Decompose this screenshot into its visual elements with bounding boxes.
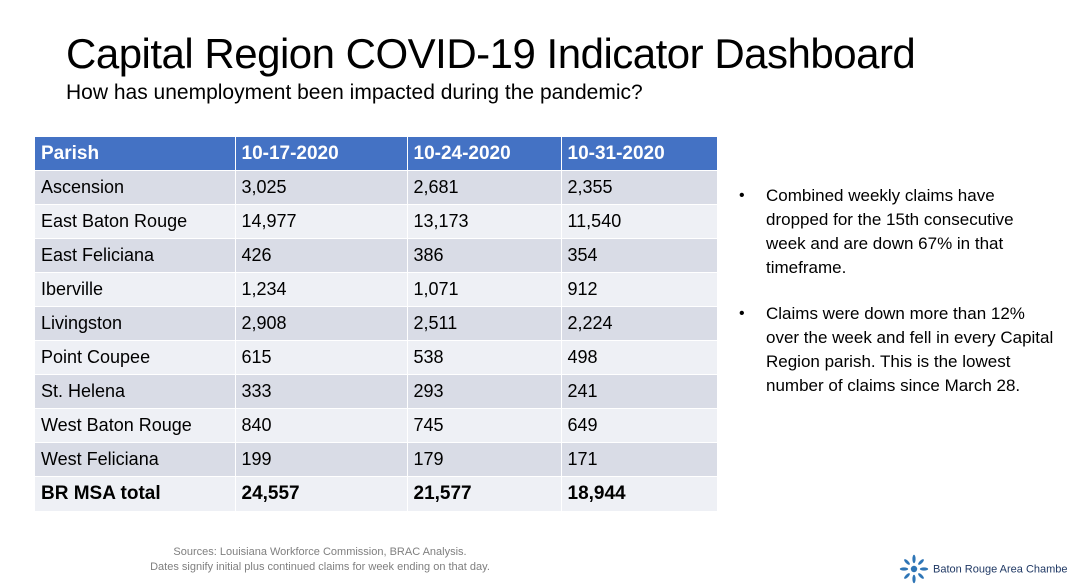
claims-value-cell: 1,234	[235, 272, 408, 307]
column-header-date: 10-31-2020	[561, 137, 717, 171]
claims-value-cell: 171	[561, 442, 717, 477]
logo-text: Baton Rouge Area Chamber®	[933, 563, 1068, 576]
claims-value-cell: 615	[235, 340, 408, 375]
brac-logo: Baton Rouge Area Chamber®	[898, 553, 1068, 585]
table-row: St. Helena 333 293 241	[35, 374, 717, 409]
bullet-item: • Combined weekly claims have dropped for…	[736, 184, 1056, 280]
parish-name-cell: Iberville	[35, 272, 236, 307]
claims-value-cell: 293	[407, 374, 562, 409]
logo-name: Baton Rouge Area Chamber	[933, 563, 1068, 576]
claims-value-cell: 426	[235, 238, 408, 273]
total-label-cell: BR MSA total	[35, 476, 236, 511]
total-value-cell: 24,557	[235, 476, 408, 511]
column-header-date: 10-17-2020	[235, 137, 408, 171]
claims-value-cell: 2,908	[235, 306, 408, 341]
bullet-text: Claims were down more than 12% over the …	[766, 304, 1054, 395]
claims-value-cell: 912	[561, 272, 717, 307]
total-value-cell: 21,577	[407, 476, 562, 511]
claims-value-cell: 14,977	[235, 204, 408, 239]
claims-value-cell: 179	[407, 442, 562, 477]
claims-value-cell: 241	[561, 374, 717, 409]
dates-note-line: Dates signify initial plus continued cla…	[150, 561, 490, 573]
sources-line: Sources: Louisiana Workforce Commission,…	[173, 546, 467, 558]
bullet-item: • Claims were down more than 12% over the…	[736, 302, 1056, 398]
column-header-parish: Parish	[35, 137, 236, 171]
parish-name-cell: Livingston	[35, 306, 236, 341]
table-row: Iberville 1,234 1,071 912	[35, 272, 717, 307]
table-row: West Baton Rouge 840 745 649	[35, 408, 717, 443]
table-row: West Feliciana 199 179 171	[35, 442, 717, 477]
column-header-date: 10-24-2020	[407, 137, 562, 171]
bullet-text: Combined weekly claims have dropped for …	[766, 186, 1014, 277]
claims-value-cell: 2,224	[561, 306, 717, 341]
claims-value-cell: 1,071	[407, 272, 562, 307]
claims-value-cell: 840	[235, 408, 408, 443]
parish-name-cell: East Feliciana	[35, 238, 236, 273]
claims-value-cell: 2,511	[407, 306, 562, 341]
table-row: East Feliciana 426 386 354	[35, 238, 717, 273]
table-row: Point Coupee 615 538 498	[35, 340, 717, 375]
claims-value-cell: 745	[407, 408, 562, 443]
starburst-logo-icon	[899, 554, 929, 584]
parish-name-cell: West Baton Rouge	[35, 408, 236, 443]
claims-value-cell: 649	[561, 408, 717, 443]
parish-name-cell: East Baton Rouge	[35, 204, 236, 239]
table-row: East Baton Rouge 14,977 13,173 11,540	[35, 204, 717, 239]
claims-value-cell: 2,681	[407, 170, 562, 205]
claims-value-cell: 333	[235, 374, 408, 409]
table-header-row: Parish 10-17-2020 10-24-2020 10-31-2020	[35, 137, 717, 171]
claims-value-cell: 11,540	[561, 204, 717, 239]
table-row: Ascension 3,025 2,681 2,355	[35, 170, 717, 205]
claims-value-cell: 2,355	[561, 170, 717, 205]
parish-name-cell: Ascension	[35, 170, 236, 205]
claims-value-cell: 538	[407, 340, 562, 375]
claims-value-cell: 199	[235, 442, 408, 477]
claims-value-cell: 3,025	[235, 170, 408, 205]
parish-name-cell: West Feliciana	[35, 442, 236, 477]
bullet-marker: •	[739, 305, 745, 322]
page-title: Capital Region COVID-19 Indicator Dashbo…	[66, 30, 916, 77]
table-body: Ascension 3,025 2,681 2,355 East Baton Rouge…	[35, 170, 717, 511]
page-subtitle: How has unemployment been impacted durin…	[66, 81, 643, 104]
claims-value-cell: 13,173	[407, 204, 562, 239]
sources-note: Sources: Louisiana Workforce Commission,…	[110, 545, 530, 575]
unemployment-claims-table: Parish 10-17-2020 10-24-2020 10-31-2020 …	[35, 137, 717, 511]
claims-value-cell: 386	[407, 238, 562, 273]
claims-value-cell: 354	[561, 238, 717, 273]
key-findings-list: • Combined weekly claims have dropped for…	[736, 184, 1056, 420]
parish-name-cell: Point Coupee	[35, 340, 236, 375]
table-row: Livingston 2,908 2,511 2,224	[35, 306, 717, 341]
claims-value-cell: 498	[561, 340, 717, 375]
parish-name-cell: St. Helena	[35, 374, 236, 409]
bullet-marker: •	[739, 187, 745, 204]
total-value-cell: 18,944	[561, 476, 717, 511]
total-row: BR MSA total 24,557 21,577 18,944	[35, 476, 717, 511]
